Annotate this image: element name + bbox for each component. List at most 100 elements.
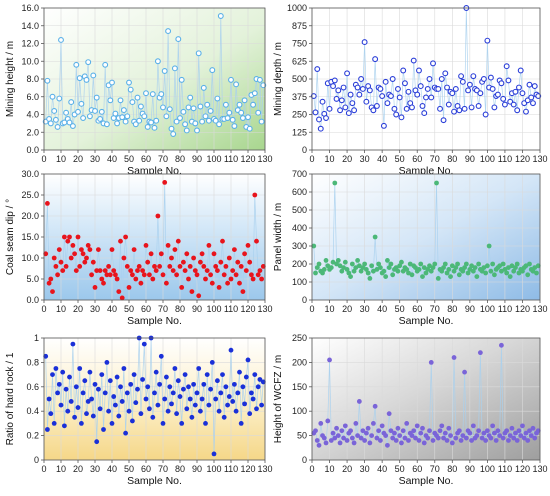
data-point [383, 274, 389, 279]
x-tick-label: 10 [56, 154, 66, 164]
data-point [525, 272, 531, 278]
data-point [96, 247, 101, 253]
data-point [425, 435, 431, 441]
data-point [456, 272, 462, 278]
data-point [97, 115, 104, 122]
y-tick-label: 125 [292, 127, 307, 137]
x-tick-label: 100 [480, 464, 495, 474]
x-tick-label: 10 [56, 464, 66, 474]
x-tick-label: 120 [240, 154, 255, 164]
data-point [141, 113, 148, 120]
x-tick-label: 100 [206, 464, 221, 474]
data-point [241, 97, 248, 104]
x-tick-label: 60 [412, 304, 422, 314]
data-point [186, 384, 191, 390]
y-tick-label: 20.0 [21, 211, 39, 221]
data-point [165, 408, 171, 414]
x-tick-label: 90 [465, 154, 475, 164]
data-point [114, 120, 121, 127]
chart-panel-4: 0 10 20 30 40 50 60 70 80 90 100 110 120 130010020030… [273, 169, 548, 327]
data-point [367, 440, 373, 446]
data-point [109, 247, 115, 253]
data-point [480, 76, 487, 82]
data-point [216, 408, 222, 414]
data-point [377, 85, 384, 92]
data-point [55, 272, 60, 278]
data-point [259, 402, 264, 408]
data-point [380, 122, 387, 129]
data-point [316, 116, 322, 123]
y-tick-label: 50 [297, 431, 307, 441]
data-point [85, 59, 92, 66]
data-point [216, 121, 223, 128]
data-point [185, 104, 192, 111]
x-tick-label: 90 [465, 304, 475, 314]
y-tick-label: 625 [292, 56, 307, 66]
data-point [360, 428, 366, 434]
data-point [121, 366, 127, 371]
x-axis-label: Sample No. [127, 315, 182, 327]
data-point [441, 435, 446, 441]
data-point [535, 263, 541, 269]
data-point [402, 80, 408, 87]
data-point [187, 94, 194, 101]
data-point [489, 85, 496, 92]
data-point [233, 81, 240, 88]
data-point [420, 274, 425, 279]
data-point [355, 258, 360, 263]
data-point [87, 369, 93, 375]
data-point [238, 264, 244, 269]
data-point [399, 440, 404, 446]
data-point [89, 396, 94, 402]
data-point [122, 118, 129, 125]
data-point [215, 378, 220, 384]
data-point [55, 390, 60, 396]
data-point [154, 58, 161, 65]
data-point [446, 425, 452, 431]
data-point [245, 114, 251, 121]
data-point [72, 251, 77, 257]
data-point [230, 268, 236, 273]
data-point [397, 433, 403, 438]
data-point [252, 372, 258, 377]
y-axis-label: Panel width / m [273, 203, 284, 271]
data-point [118, 384, 123, 390]
data-point [498, 80, 505, 87]
data-point [530, 100, 536, 107]
data-point [245, 357, 251, 363]
x-tick-label: 70 [158, 304, 168, 314]
data-point [328, 438, 334, 443]
data-point [344, 267, 350, 272]
data-point [470, 73, 477, 80]
data-point [202, 113, 209, 120]
data-point [204, 372, 210, 377]
data-point [370, 107, 377, 114]
data-point [56, 95, 63, 102]
y-tick-label: 14.0 [21, 21, 39, 31]
data-point [511, 435, 517, 441]
data-point [532, 435, 538, 441]
data-point [50, 372, 55, 377]
data-point [354, 84, 361, 91]
chart-panel-3: 0 10 20 30 40 50 60 70 80 90 100 110 120 130 0.0 5.0 10.… [5, 169, 273, 327]
data-point [223, 264, 229, 269]
x-tick-label: 40 [377, 464, 387, 474]
data-point [80, 115, 87, 122]
data-point [334, 425, 339, 431]
data-point [213, 396, 219, 402]
data-point [205, 117, 212, 124]
plot-area [312, 174, 540, 300]
data-point [528, 94, 535, 101]
x-tick-label: 0 [41, 464, 46, 474]
data-point [129, 99, 136, 106]
x-tick-label: 40 [107, 304, 117, 314]
data-point [504, 428, 510, 434]
y-tick-label: 200 [292, 259, 307, 269]
data-point [312, 109, 319, 116]
data-point [252, 192, 258, 198]
data-point [189, 289, 195, 294]
x-tick-label: 80 [447, 154, 457, 164]
data-point [516, 84, 522, 91]
chart-panel-6: 0 10 20 30 40 50 60 70 80 90 100 110 120 130050100150… [273, 333, 548, 487]
y-tick-label: 150 [292, 382, 307, 392]
